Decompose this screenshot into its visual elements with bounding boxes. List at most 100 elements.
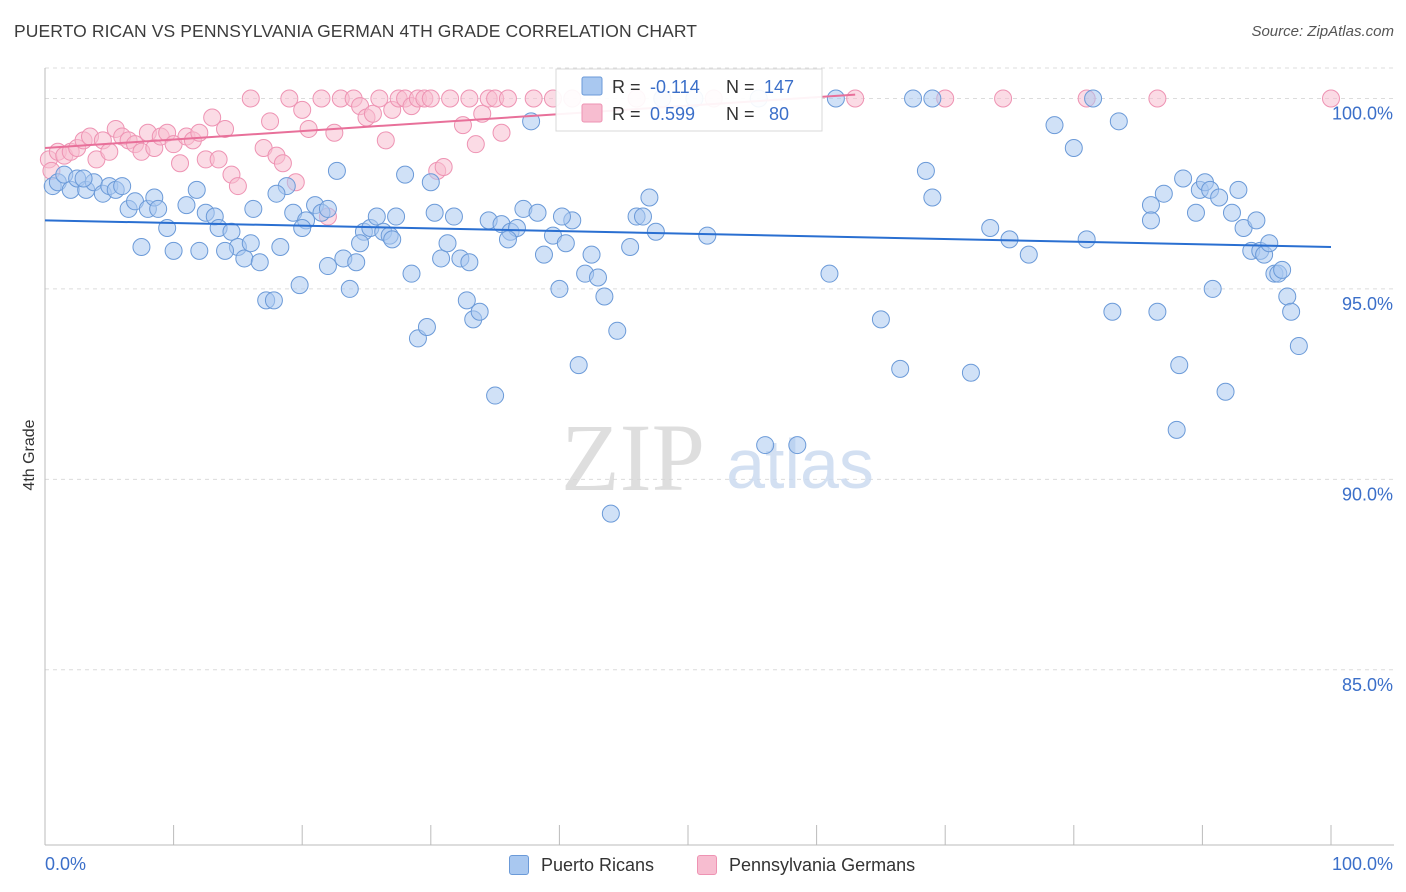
data-point xyxy=(216,241,235,260)
stats-r-value-blue: -0.114 xyxy=(650,77,700,97)
data-point xyxy=(1103,302,1122,321)
data-point xyxy=(264,291,283,310)
data-point xyxy=(244,199,263,218)
data-point xyxy=(340,279,359,298)
data-point xyxy=(444,207,463,226)
stats-r-value-pink: 0.599 xyxy=(650,104,695,124)
data-point xyxy=(981,218,1000,237)
data-point xyxy=(470,302,489,321)
data-point xyxy=(1109,112,1128,131)
stats-box: R = -0.114 N = 147 R = 0.599 N = 80 xyxy=(555,68,823,132)
data-point xyxy=(318,199,337,218)
data-point xyxy=(460,253,479,272)
data-point xyxy=(1282,302,1301,321)
data-point xyxy=(209,150,228,169)
data-point xyxy=(325,123,344,142)
data-point xyxy=(425,203,444,222)
stats-n-label-blue: N = xyxy=(726,77,755,97)
data-point xyxy=(608,321,627,340)
legend-swatch-blue xyxy=(509,855,529,875)
data-point xyxy=(370,89,389,108)
data-point xyxy=(290,276,309,295)
data-point xyxy=(383,230,402,249)
chart-title: PUERTO RICAN VS PENNSYLVANIA GERMAN 4TH … xyxy=(14,21,698,41)
data-point xyxy=(100,142,119,161)
data-point xyxy=(318,257,337,276)
data-point xyxy=(640,188,659,207)
data-point xyxy=(351,234,370,253)
data-point xyxy=(524,89,543,108)
data-point xyxy=(550,279,569,298)
y-tick-label: 95.0% xyxy=(1342,294,1393,314)
data-point xyxy=(1216,382,1235,401)
data-point xyxy=(1229,180,1248,199)
data-point xyxy=(1210,188,1229,207)
data-point xyxy=(1154,184,1173,203)
data-point xyxy=(222,222,241,241)
data-point xyxy=(177,196,196,215)
data-point xyxy=(438,234,457,253)
series-pennsylvania-germans xyxy=(39,89,1340,226)
data-point xyxy=(582,245,601,264)
stats-n-value-blue: 147 xyxy=(764,77,794,97)
x-tick-label-min: 0.0% xyxy=(45,854,86,874)
data-point xyxy=(387,207,406,226)
data-point xyxy=(1289,337,1308,356)
stats-r-label-blue: R = xyxy=(612,77,641,97)
axis-layer: 0.0% 100.0% xyxy=(44,68,1394,874)
data-point xyxy=(916,161,935,180)
watermark: ZIP atlas xyxy=(561,404,874,511)
data-point xyxy=(1167,420,1186,439)
x-tick-label-max: 100.0% xyxy=(1332,854,1393,874)
data-point xyxy=(646,222,665,241)
legend-item-puerto-ricans[interactable]: Puerto Ricans xyxy=(509,852,654,878)
data-point xyxy=(187,180,206,199)
data-point xyxy=(891,359,910,378)
data-point xyxy=(417,318,436,336)
data-point xyxy=(871,310,890,329)
data-point xyxy=(299,119,318,138)
data-point xyxy=(1278,287,1297,306)
data-point xyxy=(1186,203,1205,222)
stats-swatch-pink xyxy=(581,103,603,123)
data-point xyxy=(271,238,290,257)
data-point xyxy=(367,207,386,226)
y-tick-label: 90.0% xyxy=(1342,484,1393,504)
data-point xyxy=(904,89,923,108)
data-point xyxy=(261,112,280,131)
data-point xyxy=(1148,302,1167,321)
data-point xyxy=(376,131,395,150)
data-point xyxy=(347,253,366,272)
legend-label-pennsylvania-germans: Pennsylvania Germans xyxy=(729,854,916,875)
data-point xyxy=(1273,260,1292,279)
series-puerto-ricans xyxy=(43,89,1308,523)
data-point xyxy=(826,89,845,108)
data-point xyxy=(1019,245,1038,264)
data-point xyxy=(280,89,299,108)
data-point xyxy=(113,177,132,196)
stats-n-label-pink: N = xyxy=(726,104,755,124)
data-point xyxy=(312,89,331,108)
data-point xyxy=(1148,89,1167,108)
data-point xyxy=(432,249,451,268)
data-point xyxy=(293,100,312,119)
grid-layer: 85.0% 90.0% 95.0% 100.0% xyxy=(45,67,1394,695)
data-point xyxy=(460,89,479,108)
data-point xyxy=(588,268,607,287)
data-point xyxy=(756,436,775,455)
stats-r-label-pink: R = xyxy=(612,104,641,124)
data-point xyxy=(1174,169,1193,188)
data-point xyxy=(421,89,440,108)
data-point xyxy=(961,363,980,382)
data-point xyxy=(1247,211,1266,230)
data-point xyxy=(228,177,247,196)
data-point xyxy=(601,504,620,523)
data-point xyxy=(235,249,254,268)
data-point xyxy=(498,89,517,108)
legend-item-pennsylvania-germans[interactable]: Pennsylvania Germans xyxy=(697,852,915,878)
data-point xyxy=(595,287,614,306)
trend-line-blue xyxy=(44,219,1332,249)
data-point xyxy=(241,89,260,108)
data-point xyxy=(273,154,292,173)
